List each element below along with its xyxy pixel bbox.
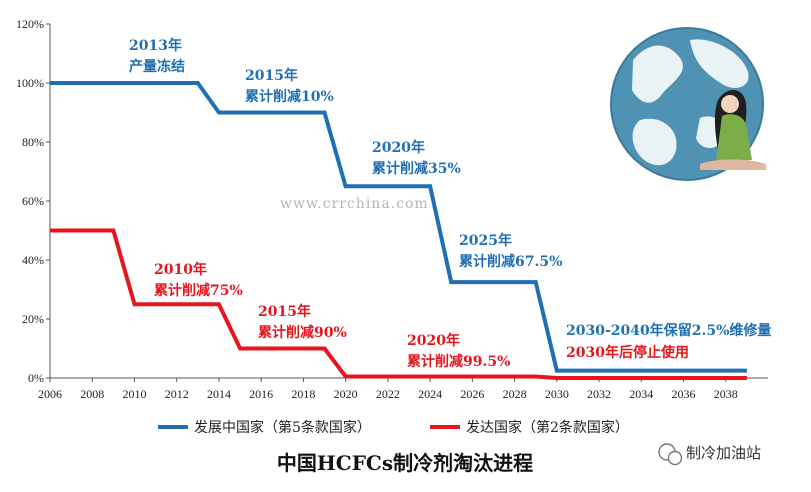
annotation-line: 2030-2040年保留2.5%维修量 [566, 322, 771, 339]
y-tick-label: 100% [16, 76, 44, 90]
x-tick-label: 2008 [80, 387, 104, 401]
annotation-line: 2030年后停止使用 [566, 344, 689, 361]
annotation-line: 累计削减35% [372, 160, 461, 177]
annotation-line: 累计削减90% [258, 324, 347, 341]
x-tick-label: 2030 [545, 387, 569, 401]
annotation-label: 2025年累计削减67.5% [459, 232, 562, 270]
annotations: 2013年产量冻结2015年累计削减10%2020年累计削减35%2025年累计… [129, 37, 771, 370]
annotation-line: 产量冻结 [129, 58, 185, 75]
x-tick-label: 2018 [291, 387, 315, 401]
annotation-line: 2025年 [459, 232, 512, 249]
wechat-badge-label: 制冷加油站 [686, 444, 761, 462]
wechat-badge: 制冷加油站 [658, 443, 761, 466]
y-tick-label: 80% [22, 135, 44, 149]
annotation-line: 累计削减67.5% [459, 253, 562, 270]
annotation-line: 累计削减99.5% [407, 353, 510, 370]
annotation-line: 累计削减10% [245, 88, 334, 105]
globe-girl-illustration [610, 27, 766, 181]
x-tick-label: 2010 [122, 387, 146, 401]
annotation-line: 累计削减75% [154, 282, 243, 299]
annotation-line: 2010年 [154, 261, 207, 278]
annotation-label: 2030-2040年保留2.5%维修量 [566, 322, 771, 339]
annotation-label: 2010年累计削减75% [154, 261, 243, 299]
legend-label: 发达国家（第2条款国家） [466, 419, 629, 436]
x-tick-label: 2038 [714, 387, 738, 401]
y-tick-label: 40% [22, 253, 44, 267]
x-tick-label: 2026 [460, 387, 484, 401]
annotation-label: 2015年累计削减90% [258, 303, 347, 341]
x-tick-label: 2028 [503, 387, 527, 401]
x-tick-label: 2016 [249, 387, 273, 401]
x-tick-label: 2020 [334, 387, 358, 401]
y-tick-label: 60% [22, 194, 44, 208]
annotation-line: 2015年 [245, 67, 298, 84]
x-tick-label: 2012 [165, 387, 189, 401]
x-tick-label: 2024 [418, 387, 442, 401]
series-line-1 [50, 228, 747, 380]
annotation-line: 2020年 [372, 139, 425, 156]
y-tick-label: 0% [28, 371, 44, 385]
annotation-label: 2013年产量冻结 [129, 37, 185, 75]
annotation-label: 2030年后停止使用 [566, 344, 689, 361]
series-line-0 [50, 81, 747, 373]
x-tick-label: 2014 [207, 387, 231, 401]
x-tick-label: 2036 [672, 387, 696, 401]
axes: 0% 20% 40% 60% 80% 100% 120% 2006 2008 2010 2012 20… [16, 17, 768, 401]
y-tick-label: 120% [16, 17, 44, 31]
annotation-label: 2015年累计削减10% [245, 67, 334, 105]
legend: 发展中国家（第5条款国家） 发达国家（第2条款国家） [158, 419, 629, 436]
chart-title: 中国HCFCs制冷剂淘汰进程 [277, 451, 533, 475]
x-tick-label: 2034 [629, 387, 653, 401]
annotation-label: 2020年累计削减35% [372, 139, 461, 177]
wechat-icon [658, 443, 683, 466]
watermark: www.crrchina.com [280, 196, 429, 212]
annotation-line: 2015年 [258, 303, 311, 320]
x-tick-label: 2032 [587, 387, 611, 401]
y-tick-label: 20% [22, 312, 44, 326]
x-tick-label: 2006 [38, 387, 62, 401]
legend-label: 发展中国家（第5条款国家） [194, 419, 371, 436]
series-layer [50, 81, 747, 380]
annotation-line: 2013年 [129, 37, 182, 54]
annotation-line: 2020年 [407, 332, 460, 349]
x-tick-label: 2022 [376, 387, 400, 401]
annotation-label: 2020年累计削减99.5% [407, 332, 510, 370]
